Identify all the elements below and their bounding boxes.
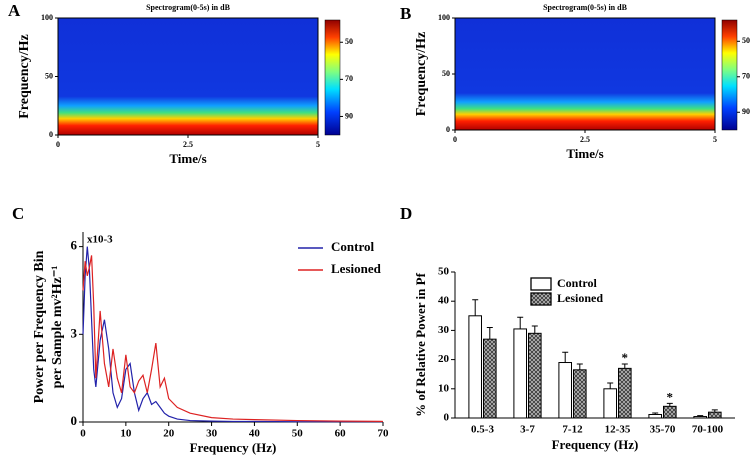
bar: [513, 328, 528, 419]
x-tick-label: 70: [378, 428, 390, 440]
y-tick-label: 10: [438, 382, 450, 394]
y-tick-label: 0: [71, 413, 78, 428]
x-tick-label: 10: [120, 428, 132, 440]
error-bar: [472, 299, 479, 316]
x-tick-label: 12-35: [605, 424, 631, 436]
y-tick-label: 30: [438, 324, 450, 336]
legend-label: Control: [557, 276, 597, 290]
x-tick-label: 0: [80, 428, 86, 440]
panel-letter: C: [12, 204, 24, 223]
error-bar: [562, 351, 569, 363]
error-bar: [576, 363, 583, 370]
y-tick-label: 3: [71, 325, 78, 340]
panel-letter: B: [400, 4, 411, 23]
y-tick-label: 100: [438, 13, 450, 22]
error-bar: [607, 382, 614, 389]
x-tick-label: 3-7: [520, 424, 535, 436]
x-tick-label: 7-12: [562, 424, 583, 436]
error-bar: [486, 326, 493, 340]
x-tick-label: 40: [249, 428, 261, 440]
x-tick-label: 5: [316, 140, 320, 149]
bar: [603, 388, 618, 419]
legend-swatch: [530, 277, 552, 291]
x-tick-label: 50: [292, 428, 304, 440]
colorbar-tick-label: 90: [742, 107, 750, 116]
y-axis-label: Power per Frequency Bin: [32, 250, 47, 403]
y-tick-label: 0: [49, 130, 53, 139]
colorbar-tick-label: 50: [742, 36, 750, 45]
y-tick-label: 40: [438, 295, 450, 307]
error-bar: [711, 409, 718, 413]
data-line: [82, 246, 383, 423]
y-tick-label: 50: [442, 69, 450, 78]
y-tick-label: 100: [41, 13, 53, 22]
colorbar-tick-label: 90: [345, 111, 353, 120]
panel-letter: A: [8, 1, 21, 20]
x-axis-label: Time/s: [169, 151, 206, 166]
x-tick-label: 2.5: [183, 140, 193, 149]
error-bar: [531, 325, 538, 334]
y-tick-label: 0: [444, 412, 450, 424]
colorbar-tick-label: 70: [345, 74, 353, 83]
bar: [618, 367, 632, 419]
x-tick-label: 5: [713, 135, 717, 144]
panel-letter: D: [400, 204, 412, 223]
bar: [483, 338, 497, 419]
x-tick-label: 0: [453, 135, 457, 144]
legend-label: Control: [331, 239, 374, 254]
y-tick-label: 50: [45, 71, 53, 80]
significance-marker: *: [622, 350, 629, 365]
colorbar-tick-label: 50: [345, 37, 353, 46]
legend-swatch: [530, 292, 552, 306]
y-axis-label: Frequency/Hz: [414, 32, 429, 117]
x-axis-label: Frequency (Hz): [190, 440, 277, 455]
x-tick-label: 20: [163, 428, 175, 440]
chart-title: Spectrogram(0-5s) in dB: [146, 3, 231, 12]
x-tick-label: 2.5: [580, 135, 590, 144]
x-tick-label: 70-100: [692, 424, 724, 436]
error-bar: [697, 415, 704, 417]
y-tick-label: 50: [438, 266, 450, 278]
legend-label: Lesioned: [331, 261, 382, 276]
error-bar: [652, 412, 659, 415]
colorbar: [721, 19, 738, 131]
bar: [558, 362, 573, 419]
bar: [528, 332, 542, 419]
data-line: [82, 255, 384, 423]
bar: [663, 405, 677, 419]
x-tick-label: 0: [56, 140, 60, 149]
chart-title: Spectrogram(0-5s) in dB: [543, 3, 628, 12]
axis-multiplier: x10-3: [87, 234, 113, 246]
bar: [648, 413, 663, 419]
y-axis-label: per Sample mv²Hz⁻¹: [50, 266, 65, 389]
spectrogram-image: [455, 18, 715, 130]
y-tick-label: 6: [71, 238, 78, 253]
y-tick-label: 20: [438, 353, 450, 365]
bar: [708, 411, 722, 419]
significance-marker: *: [667, 389, 674, 404]
bar: [693, 416, 708, 419]
bar: [573, 369, 587, 419]
error-bar: [517, 316, 524, 329]
spectrogram-image: [58, 18, 318, 135]
y-axis-label: Frequency/Hz: [17, 34, 32, 119]
y-tick-label: 0: [446, 125, 450, 134]
error-bar: [621, 363, 628, 369]
x-axis-label: Frequency (Hz): [552, 437, 639, 452]
legend-label: Lesioned: [557, 291, 603, 305]
x-tick-label: 30: [206, 428, 218, 440]
x-tick-label: 0.5-3: [471, 424, 494, 436]
y-axis-label: % of Relative Power in Pf: [413, 272, 428, 416]
x-axis-label: Time/s: [566, 146, 603, 161]
bar: [468, 315, 482, 419]
error-bar: [666, 402, 673, 407]
colorbar-tick-label: 70: [742, 72, 750, 81]
colorbar: [324, 19, 341, 136]
x-tick-label: 35-70: [650, 424, 676, 436]
x-tick-label: 60: [335, 428, 347, 440]
